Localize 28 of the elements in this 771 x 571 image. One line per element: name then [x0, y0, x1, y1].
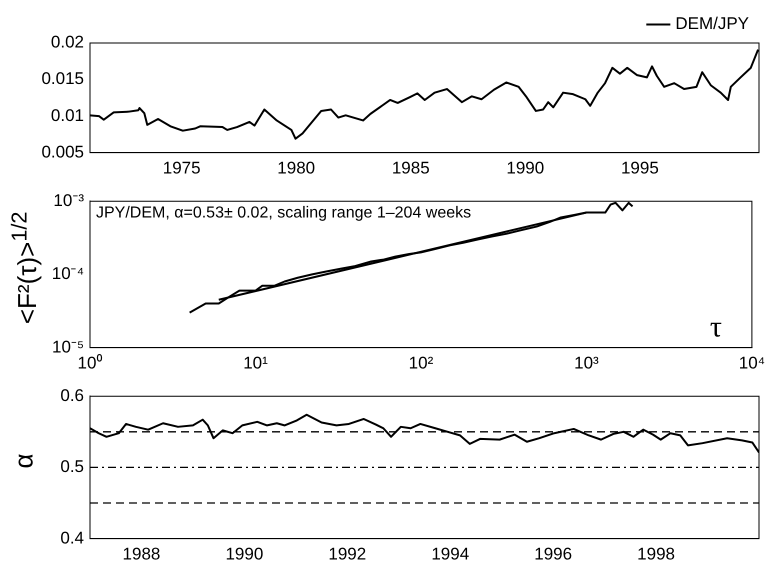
y-tick-label: 10⁻⁴	[52, 264, 84, 284]
x-tick-label: 10²	[408, 353, 434, 372]
y-tick-label: 0.5	[60, 457, 84, 476]
x-tick-label: 1994	[431, 544, 470, 564]
y-tick-label: 0.4	[60, 528, 84, 548]
legend-label: DEM/JPY	[675, 14, 750, 34]
x-tick-label: 1975	[162, 158, 201, 178]
annotation: JPY/DEM, α=0.53± 0.02, scaling range 1–204 weeks	[96, 204, 472, 222]
x-tick-label: 10⁴	[738, 353, 765, 372]
x-tick-label: 1995	[620, 158, 659, 178]
x-tick-label: 1990	[506, 158, 544, 178]
y-tick-label: 0.02	[50, 32, 84, 52]
y-tick-label: 0.01	[50, 106, 84, 125]
x-tick-label: 1980	[277, 158, 316, 178]
y-tick-label: 0.015	[41, 69, 84, 88]
x-axis-title: τ	[710, 310, 722, 344]
y-tick-label: 10⁻³	[53, 190, 84, 210]
x-tick-label: 10¹	[243, 353, 268, 372]
x-tick-label: 1988	[122, 544, 160, 564]
y-tick-label: 0.005	[41, 142, 84, 162]
x-tick-label: 1992	[328, 544, 366, 564]
x-tick-label: 1996	[534, 544, 572, 564]
y-axis-title: α	[9, 452, 39, 468]
x-tick-label: 10³	[574, 353, 600, 372]
x-tick-label: 1990	[225, 544, 264, 564]
y-tick-label: 0.6	[60, 386, 84, 405]
x-tick-label: 1998	[637, 544, 675, 564]
x-tick-label: 1985	[392, 158, 430, 178]
